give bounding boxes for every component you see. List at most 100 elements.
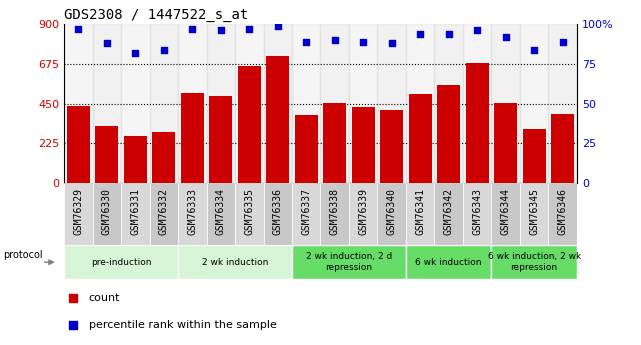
Bar	[206, 183, 235, 245]
Point	[159, 47, 169, 52]
Bar	[492, 183, 520, 245]
Point	[102, 40, 112, 46]
Bar	[64, 24, 92, 183]
Point	[130, 50, 140, 56]
Bar	[238, 67, 261, 183]
Text: 6 wk induction, 2 wk
repression: 6 wk induction, 2 wk repression	[488, 253, 581, 272]
Text: GSM76346: GSM76346	[558, 188, 568, 235]
Bar	[295, 115, 318, 183]
Bar	[494, 102, 517, 183]
Text: pre-induction: pre-induction	[91, 258, 151, 267]
Bar	[181, 93, 204, 183]
Bar	[178, 24, 206, 183]
Point	[415, 31, 426, 37]
Point	[187, 26, 197, 32]
Text: 2 wk induction, 2 d
repression: 2 wk induction, 2 d repression	[306, 253, 392, 272]
Text: GSM76343: GSM76343	[472, 188, 482, 235]
Bar	[551, 114, 574, 183]
Text: GSM76341: GSM76341	[415, 188, 425, 235]
Text: GSM76342: GSM76342	[444, 188, 454, 235]
Point	[444, 31, 454, 37]
Text: GSM76331: GSM76331	[130, 188, 140, 235]
Bar	[463, 183, 492, 245]
Text: GSM76330: GSM76330	[102, 188, 112, 235]
Bar	[378, 24, 406, 183]
Bar	[149, 24, 178, 183]
Bar	[349, 183, 378, 245]
Bar	[352, 107, 374, 183]
Bar	[263, 183, 292, 245]
Point	[558, 39, 568, 45]
Text: GSM76333: GSM76333	[187, 188, 197, 235]
Point	[329, 37, 340, 43]
Text: GSM76329: GSM76329	[73, 188, 83, 235]
Point	[272, 23, 283, 29]
Bar	[64, 245, 178, 279]
Text: 2 wk induction: 2 wk induction	[202, 258, 268, 267]
Bar	[378, 183, 406, 245]
Text: GSM76332: GSM76332	[159, 188, 169, 235]
Bar	[121, 24, 149, 183]
Bar	[492, 245, 577, 279]
Point	[301, 39, 312, 45]
Text: GSM76339: GSM76339	[358, 188, 368, 235]
Point	[244, 26, 254, 32]
Bar	[178, 245, 292, 279]
Point	[358, 39, 369, 45]
Bar	[520, 183, 549, 245]
Text: GSM76335: GSM76335	[244, 188, 254, 235]
Bar	[549, 24, 577, 183]
Bar	[523, 129, 545, 183]
Bar	[267, 56, 289, 183]
Bar	[292, 183, 320, 245]
Bar	[235, 183, 263, 245]
Bar	[92, 183, 121, 245]
Bar	[263, 24, 292, 183]
Bar	[435, 24, 463, 183]
Text: GSM76337: GSM76337	[301, 188, 312, 235]
Text: percentile rank within the sample: percentile rank within the sample	[88, 320, 277, 330]
Bar	[435, 183, 463, 245]
Bar	[178, 183, 206, 245]
Point	[387, 40, 397, 46]
Bar	[323, 102, 346, 183]
Bar	[320, 183, 349, 245]
Point	[365, 220, 375, 225]
Bar	[320, 24, 349, 183]
Point	[529, 47, 539, 52]
Bar	[406, 183, 435, 245]
Point	[501, 34, 511, 40]
Text: GSM76345: GSM76345	[529, 188, 539, 235]
Bar	[463, 24, 492, 183]
Bar	[153, 132, 175, 183]
Bar	[406, 245, 492, 279]
Bar	[124, 136, 147, 183]
Bar	[121, 183, 149, 245]
Text: protocol: protocol	[3, 250, 43, 260]
Bar	[92, 24, 121, 183]
Bar	[437, 85, 460, 183]
Text: GSM76338: GSM76338	[329, 188, 340, 235]
Text: GDS2308 / 1447522_s_at: GDS2308 / 1447522_s_at	[64, 8, 248, 22]
Point	[472, 28, 482, 33]
Bar	[349, 24, 378, 183]
Text: 6 wk induction: 6 wk induction	[415, 258, 482, 267]
Bar	[210, 97, 232, 183]
Bar	[292, 245, 406, 279]
Bar	[206, 24, 235, 183]
Point	[73, 26, 83, 32]
Bar	[64, 183, 92, 245]
Text: count: count	[88, 294, 121, 303]
Bar	[406, 24, 435, 183]
Text: GSM76336: GSM76336	[273, 188, 283, 235]
Text: GSM76334: GSM76334	[216, 188, 226, 235]
Bar	[292, 24, 320, 183]
Bar	[466, 63, 488, 183]
Text: GSM76344: GSM76344	[501, 188, 511, 235]
Point	[215, 28, 226, 33]
Text: GSM76340: GSM76340	[387, 188, 397, 235]
Bar	[96, 126, 118, 183]
Bar	[520, 24, 549, 183]
Bar	[380, 110, 403, 183]
Bar	[67, 106, 90, 183]
